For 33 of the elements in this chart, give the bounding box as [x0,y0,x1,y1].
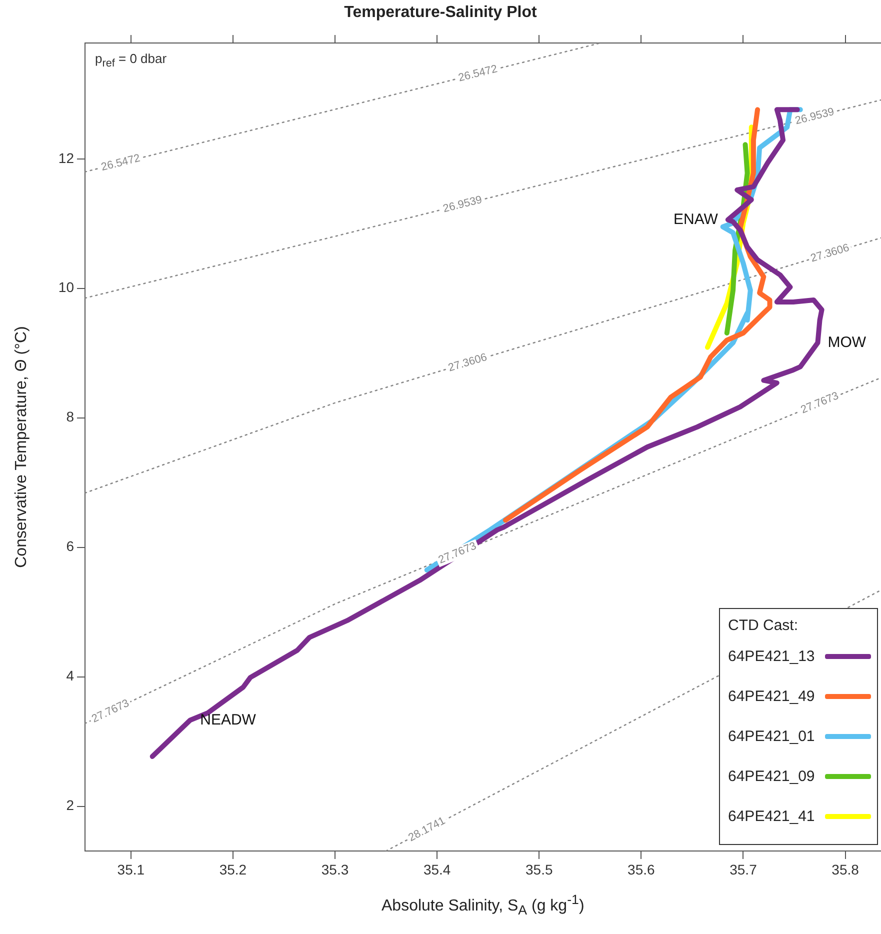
y-tick-label: 6 [66,538,74,554]
legend-label: 64PE421_13 [728,648,815,664]
legend-label: 64PE421_01 [728,728,815,744]
annotation: MOW [828,334,867,351]
legend-label: 64PE421_09 [728,768,815,784]
legend-title: CTD Cast: [728,617,800,634]
chart-title: Temperature-Salinity Plot [343,4,538,22]
legend-label: 64PE421_49 [728,688,815,704]
x-tick-label: 35.6 [628,861,656,878]
annotation: 27.3606 [809,242,851,265]
y-tick-label: 4 [66,668,74,684]
x-axis-title: Absolute Salinity, S$_{A}$ (g kg$^{-1}$) [382,892,584,918]
x-tick-label: 35.2 [219,861,247,878]
annotation: 26.5472 [100,152,142,174]
x-tick-label: 35.3 [321,861,349,878]
annotation: NEADW [200,711,257,728]
x-tick-label: 35.4 [423,861,451,878]
annotation: 27.3606 [446,351,488,374]
y-tick-label: 12 [58,150,74,166]
y-tick-label: 8 [66,408,74,425]
x-tick-label: 35.8 [832,861,860,878]
x-tick-label: 35.7 [730,861,758,878]
annotation: ENAW [673,210,719,228]
x-tick-label: 35.5 [526,861,553,878]
y-tick-label: 10 [58,279,74,296]
annotation: 26.9539 [794,106,836,128]
annotation: p$_{ref}$ = 0 dbar [95,51,167,70]
legend-label: 64PE421_41 [728,808,815,824]
y-tick-label: 2 [66,797,74,814]
annotation: 26.5472 [457,63,499,84]
y-axis-title: Conservative Temperature, Θ (°C) [12,326,31,568]
annotation: 26.9539 [442,194,484,216]
x-tick-label: 35.1 [117,861,145,878]
